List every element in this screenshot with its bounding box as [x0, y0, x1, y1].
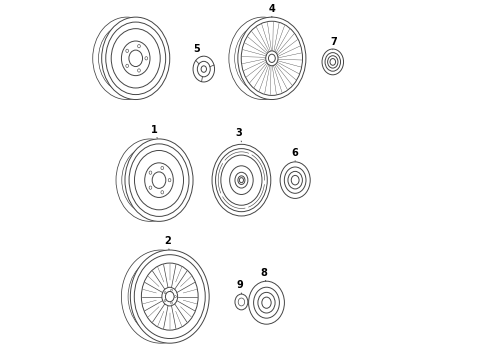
Ellipse shape [125, 139, 193, 221]
Ellipse shape [280, 162, 310, 198]
Ellipse shape [162, 287, 178, 306]
Ellipse shape [193, 56, 215, 82]
Text: 8: 8 [261, 267, 268, 281]
Ellipse shape [101, 17, 170, 99]
Ellipse shape [122, 250, 200, 343]
Text: 5: 5 [193, 44, 202, 57]
Text: 7: 7 [330, 37, 337, 50]
Ellipse shape [130, 250, 209, 343]
Ellipse shape [229, 17, 297, 99]
Ellipse shape [238, 17, 306, 99]
Text: 1: 1 [151, 125, 158, 138]
Ellipse shape [322, 49, 343, 75]
Text: 6: 6 [291, 148, 298, 161]
Text: 3: 3 [235, 128, 242, 142]
Text: 4: 4 [269, 4, 275, 17]
Ellipse shape [266, 51, 278, 66]
Ellipse shape [116, 139, 184, 221]
Text: 2: 2 [164, 236, 171, 250]
Ellipse shape [212, 144, 271, 216]
Ellipse shape [248, 281, 284, 324]
Text: 9: 9 [237, 280, 244, 294]
Ellipse shape [238, 176, 245, 184]
Ellipse shape [93, 17, 161, 99]
Ellipse shape [235, 294, 248, 310]
